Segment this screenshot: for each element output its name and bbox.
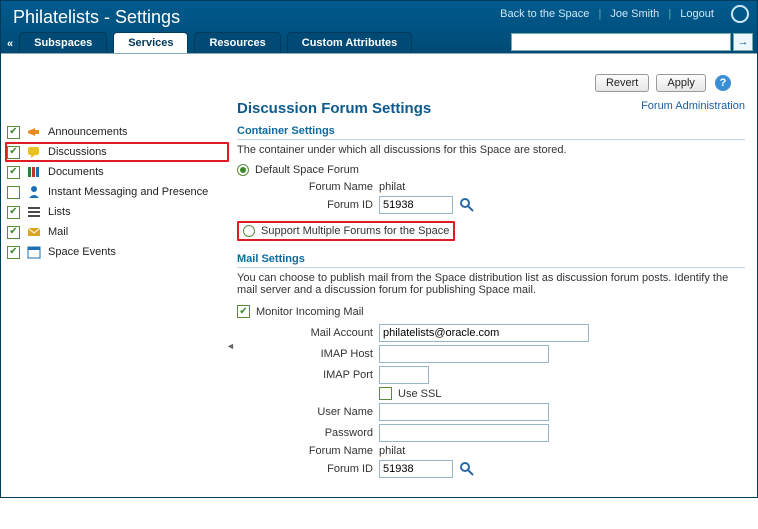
search-group: →: [511, 33, 753, 53]
search-go-button[interactable]: →: [733, 33, 753, 51]
separator: |: [668, 8, 671, 20]
megaphone-icon: [26, 124, 42, 140]
use-ssl-label: Use SSL: [398, 388, 441, 400]
apply-button[interactable]: Apply: [656, 74, 706, 92]
books-icon: [26, 164, 42, 180]
mail-forum-name-value: philat: [379, 445, 405, 457]
mail-settings-desc: You can choose to publish mail from the …: [237, 268, 745, 302]
service-label: Announcements: [48, 126, 128, 138]
use-ssl-checkbox[interactable]: [379, 387, 392, 400]
services-list: Announcements Discussions Documents Instant…: [5, 122, 229, 262]
service-label: Mail: [48, 226, 68, 238]
forum-administration-link[interactable]: Forum Administration: [641, 100, 745, 112]
radio-icon[interactable]: [237, 164, 249, 176]
page: Back to the Space | Joe Smith | Logout P…: [0, 0, 758, 498]
tab-services[interactable]: Services: [113, 32, 188, 53]
list-icon: [26, 204, 42, 220]
service-item-discussions[interactable]: Discussions: [5, 142, 229, 162]
service-checkbox[interactable]: [7, 226, 20, 239]
tab-bar: « Subspaces Services Resources Custom At…: [5, 31, 753, 53]
service-checkbox[interactable]: [7, 166, 20, 179]
service-item-lists[interactable]: Lists: [5, 202, 229, 222]
separator: |: [598, 8, 601, 20]
highlight-box: Support Multiple Forums for the Space: [237, 221, 455, 241]
service-checkbox[interactable]: [7, 206, 20, 219]
mail-account-label: Mail Account: [251, 327, 379, 339]
tab-resources[interactable]: Resources: [194, 32, 280, 53]
header: Back to the Space | Joe Smith | Logout P…: [1, 1, 757, 53]
search-forum-icon[interactable]: [459, 461, 475, 477]
service-checkbox[interactable]: [7, 126, 20, 139]
heading-row: Forum Administration Discussion Forum Se…: [237, 100, 745, 117]
radio-multiple-wrap: Support Multiple Forums for the Space: [237, 217, 745, 245]
mail-forum-id-label: Forum ID: [251, 463, 379, 475]
main-panel: Revert Apply ? Forum Administration Disc…: [233, 54, 757, 497]
tab-custom-attributes[interactable]: Custom Attributes: [287, 32, 413, 53]
speech-icon: [26, 144, 42, 160]
service-item-im[interactable]: Instant Messaging and Presence: [5, 182, 229, 202]
service-checkbox[interactable]: [7, 186, 20, 199]
top-links: Back to the Space | Joe Smith | Logout: [494, 5, 749, 23]
tab-subspaces[interactable]: Subspaces: [19, 32, 107, 53]
container-settings-desc: The container under which all discussion…: [237, 140, 745, 162]
help-icon[interactable]: ?: [715, 75, 731, 91]
service-item-space_events[interactable]: Space Events: [5, 242, 229, 262]
back-to-space-link[interactable]: Back to the Space: [494, 8, 595, 20]
service-item-documents[interactable]: Documents: [5, 162, 229, 182]
search-input[interactable]: [511, 33, 731, 51]
forum-id-label: Forum ID: [251, 199, 379, 211]
service-checkbox[interactable]: [7, 146, 20, 159]
password-label: Password: [251, 427, 379, 439]
user-name-label: User Name: [251, 406, 379, 418]
oracle-logo-icon: [731, 5, 749, 23]
imap-host-label: IMAP Host: [251, 348, 379, 360]
service-label: Lists: [48, 206, 71, 218]
service-item-mail[interactable]: Mail: [5, 222, 229, 242]
mail-settings-title: Mail Settings: [237, 251, 745, 268]
forum-id-input[interactable]: [379, 196, 453, 214]
service-label: Instant Messaging and Presence: [48, 186, 208, 198]
password-input[interactable]: [379, 424, 549, 442]
service-label: Documents: [48, 166, 104, 178]
service-label: Discussions: [48, 146, 107, 158]
imap-host-input[interactable]: [379, 345, 549, 363]
monitor-mail-label: Monitor Incoming Mail: [256, 306, 364, 318]
monitor-mail-checkbox[interactable]: [237, 305, 250, 318]
person-icon: [26, 184, 42, 200]
search-forum-icon[interactable]: [459, 197, 475, 213]
mail-forum-name-label: Forum Name: [251, 445, 379, 457]
service-checkbox[interactable]: [7, 246, 20, 259]
envelope-icon: [26, 224, 42, 240]
user-name-input[interactable]: [379, 403, 549, 421]
imap-port-input[interactable]: [379, 366, 429, 384]
radio-default-label: Default Space Forum: [255, 164, 359, 176]
forum-name-label: Forum Name: [251, 181, 379, 193]
revert-button[interactable]: Revert: [595, 74, 649, 92]
radio-multiple-label[interactable]: Support Multiple Forums for the Space: [261, 225, 449, 237]
mail-form: Mail Account IMAP Host IMAP Port Use SSL: [237, 324, 745, 478]
mail-account-input[interactable]: [379, 324, 589, 342]
logout-link[interactable]: Logout: [674, 8, 720, 20]
service-label: Space Events: [48, 246, 116, 258]
sidebar-spacer: [5, 62, 229, 122]
forum-name-value: philat: [379, 181, 405, 193]
sidebar: Announcements Discussions Documents Instant…: [1, 54, 233, 497]
monitor-mail-row[interactable]: Monitor Incoming Mail: [237, 302, 745, 321]
radio-icon[interactable]: [243, 225, 255, 237]
imap-port-label: IMAP Port: [251, 369, 379, 381]
default-forum-details: Forum Name philat Forum ID: [237, 181, 745, 214]
container-settings-title: Container Settings: [237, 123, 745, 140]
action-row: Revert Apply ?: [237, 58, 745, 100]
collapse-tabs-icon[interactable]: «: [5, 38, 19, 53]
body: Announcements Discussions Documents Instant…: [1, 53, 757, 497]
radio-default-forum[interactable]: Default Space Forum: [237, 162, 745, 178]
user-link[interactable]: Joe Smith: [604, 8, 665, 20]
calendar-icon: [26, 244, 42, 260]
service-item-announcements[interactable]: Announcements: [5, 122, 229, 142]
mail-forum-id-input[interactable]: [379, 460, 453, 478]
